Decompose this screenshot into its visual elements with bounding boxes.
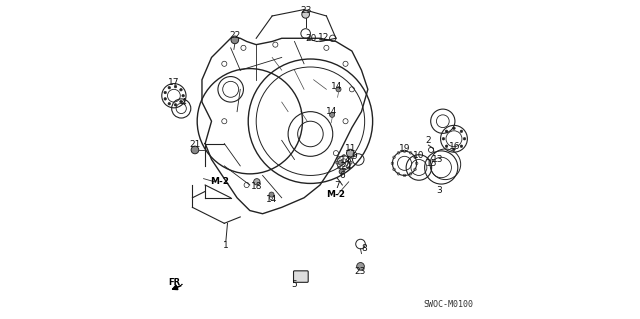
Circle shape: [460, 130, 463, 133]
Text: 6: 6: [340, 171, 346, 180]
FancyBboxPatch shape: [294, 271, 308, 282]
Text: 11: 11: [345, 144, 356, 153]
Circle shape: [164, 91, 166, 94]
Text: M-2: M-2: [210, 177, 229, 186]
Circle shape: [231, 36, 239, 44]
Circle shape: [191, 146, 199, 154]
Circle shape: [168, 86, 170, 89]
Text: 1: 1: [223, 241, 228, 250]
Text: 22: 22: [229, 31, 241, 40]
Text: 14: 14: [332, 82, 342, 91]
Circle shape: [182, 94, 184, 97]
Text: 23: 23: [355, 267, 366, 276]
Text: 9: 9: [351, 152, 357, 161]
Circle shape: [339, 169, 344, 174]
Text: 8: 8: [362, 244, 367, 253]
Circle shape: [445, 130, 448, 133]
Text: 14: 14: [266, 195, 277, 204]
Circle shape: [463, 137, 466, 140]
Circle shape: [164, 98, 166, 100]
Text: 10: 10: [413, 151, 425, 160]
Circle shape: [180, 100, 182, 103]
Text: 12: 12: [317, 33, 329, 42]
Text: 7: 7: [334, 181, 340, 189]
Text: 4: 4: [180, 98, 186, 107]
Circle shape: [269, 192, 274, 197]
Text: 2: 2: [426, 137, 431, 145]
Text: 14: 14: [340, 156, 351, 165]
Text: FR.: FR.: [168, 278, 184, 287]
Text: 5: 5: [292, 280, 298, 289]
Circle shape: [336, 87, 341, 92]
Circle shape: [356, 263, 364, 270]
Circle shape: [302, 11, 310, 18]
Circle shape: [346, 149, 354, 157]
Text: 13: 13: [432, 155, 444, 164]
Text: 14: 14: [326, 107, 338, 116]
Circle shape: [253, 179, 260, 185]
Circle shape: [330, 112, 335, 117]
Circle shape: [168, 102, 170, 105]
Circle shape: [174, 85, 177, 88]
Text: 23: 23: [300, 6, 311, 15]
Circle shape: [452, 127, 455, 130]
Text: 21: 21: [189, 140, 200, 149]
Text: 3: 3: [436, 186, 442, 195]
Circle shape: [174, 104, 177, 106]
Circle shape: [460, 145, 463, 147]
Circle shape: [180, 88, 182, 91]
Circle shape: [445, 145, 448, 147]
Text: 18: 18: [251, 182, 262, 191]
Circle shape: [338, 160, 343, 165]
Text: 19: 19: [399, 144, 410, 153]
Text: 24: 24: [340, 162, 351, 171]
Circle shape: [452, 148, 455, 151]
Text: 16: 16: [449, 142, 460, 151]
Text: 17: 17: [168, 78, 180, 87]
Text: 15: 15: [426, 159, 437, 168]
Circle shape: [442, 137, 445, 140]
Text: SWOC-M0100: SWOC-M0100: [423, 300, 473, 309]
Text: M-2: M-2: [326, 190, 346, 199]
Text: 20: 20: [305, 34, 317, 43]
